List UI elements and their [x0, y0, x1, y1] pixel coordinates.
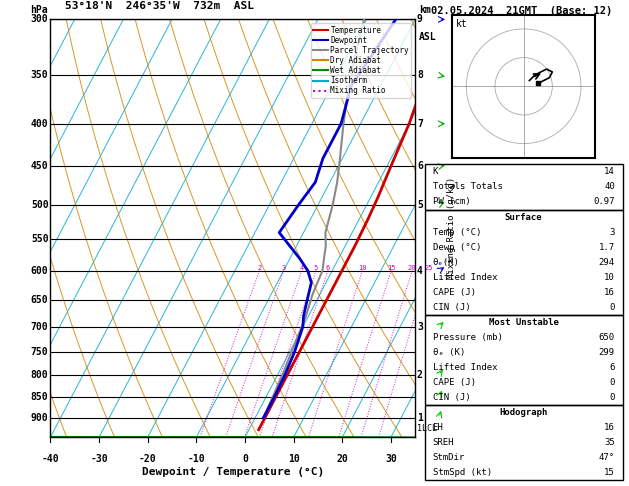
- Text: 0.97: 0.97: [593, 197, 615, 207]
- Text: 53°18'N  246°35'W  732m  ASL: 53°18'N 246°35'W 732m ASL: [65, 1, 254, 11]
- Text: 20: 20: [408, 265, 416, 271]
- Text: StmDir: StmDir: [433, 453, 465, 462]
- Text: 0: 0: [242, 454, 248, 464]
- Text: 700: 700: [31, 322, 48, 331]
- Text: 750: 750: [31, 347, 48, 357]
- Text: θₑ (K): θₑ (K): [433, 348, 465, 357]
- Text: -40: -40: [42, 454, 59, 464]
- Text: 800: 800: [31, 370, 48, 380]
- Text: hPa: hPa: [30, 5, 48, 15]
- Text: K: K: [433, 167, 438, 176]
- Text: 15: 15: [387, 265, 396, 271]
- Text: 20: 20: [337, 454, 348, 464]
- Text: 2: 2: [417, 370, 423, 380]
- Text: 7: 7: [417, 119, 423, 129]
- Bar: [425, 315, 623, 405]
- Text: 1.7: 1.7: [599, 243, 615, 252]
- Text: 10: 10: [604, 273, 615, 282]
- Text: 1LCL: 1LCL: [417, 424, 437, 433]
- Text: θₑ(K): θₑ(K): [433, 258, 459, 267]
- Text: Temp (°C): Temp (°C): [433, 227, 481, 237]
- Text: 4: 4: [417, 266, 423, 276]
- Bar: [425, 209, 623, 315]
- Text: 1: 1: [417, 413, 423, 423]
- Text: 6: 6: [326, 265, 330, 271]
- Text: Mixing Ratio (g/kg): Mixing Ratio (g/kg): [447, 177, 456, 279]
- Text: -30: -30: [90, 454, 108, 464]
- Text: 10: 10: [358, 265, 367, 271]
- Text: 4: 4: [299, 265, 304, 271]
- Text: Dewp (°C): Dewp (°C): [433, 243, 481, 252]
- Text: 15: 15: [604, 469, 615, 477]
- Text: 6: 6: [610, 363, 615, 372]
- Text: 650: 650: [599, 333, 615, 342]
- Text: 500: 500: [31, 200, 48, 209]
- Text: 10: 10: [287, 454, 299, 464]
- Bar: [425, 164, 623, 209]
- Text: 0: 0: [610, 393, 615, 402]
- Text: 300: 300: [31, 15, 48, 24]
- Text: StmSpd (kt): StmSpd (kt): [433, 469, 492, 477]
- Text: 3: 3: [417, 322, 423, 331]
- Text: Hodograph: Hodograph: [499, 408, 548, 417]
- Text: Totals Totals: Totals Totals: [433, 182, 503, 191]
- Text: 550: 550: [31, 234, 48, 244]
- Text: 2: 2: [257, 265, 262, 271]
- Text: 35: 35: [604, 438, 615, 447]
- Text: 900: 900: [31, 413, 48, 423]
- Text: 400: 400: [31, 119, 48, 129]
- Text: CAPE (J): CAPE (J): [433, 378, 476, 387]
- Text: CIN (J): CIN (J): [433, 393, 470, 402]
- Text: 5: 5: [314, 265, 318, 271]
- Text: -10: -10: [187, 454, 205, 464]
- Text: 6: 6: [417, 161, 423, 172]
- Text: 30: 30: [385, 454, 397, 464]
- Text: 299: 299: [599, 348, 615, 357]
- Text: 650: 650: [31, 295, 48, 305]
- Text: 350: 350: [31, 70, 48, 80]
- Text: 600: 600: [31, 266, 48, 276]
- Text: 8: 8: [417, 70, 423, 80]
- Text: 14: 14: [604, 167, 615, 176]
- Text: 9: 9: [417, 15, 423, 24]
- Text: 0: 0: [610, 378, 615, 387]
- Text: km: km: [419, 5, 430, 15]
- Text: 294: 294: [599, 258, 615, 267]
- Text: 0: 0: [610, 303, 615, 312]
- Text: EH: EH: [433, 423, 443, 432]
- Text: Most Unstable: Most Unstable: [489, 318, 559, 327]
- Text: SREH: SREH: [433, 438, 454, 447]
- Text: 450: 450: [31, 161, 48, 172]
- Text: Surface: Surface: [505, 212, 542, 222]
- Text: Lifted Index: Lifted Index: [433, 363, 497, 372]
- Text: ASL: ASL: [419, 32, 437, 42]
- Text: 16: 16: [604, 288, 615, 297]
- Text: Pressure (mb): Pressure (mb): [433, 333, 503, 342]
- Text: kt: kt: [456, 19, 468, 29]
- Text: 3: 3: [610, 227, 615, 237]
- Text: CIN (J): CIN (J): [433, 303, 470, 312]
- Text: 02.05.2024  21GMT  (Base: 12): 02.05.2024 21GMT (Base: 12): [431, 6, 612, 16]
- Text: 40: 40: [604, 182, 615, 191]
- Text: 25: 25: [425, 265, 433, 271]
- Legend: Temperature, Dewpoint, Parcel Trajectory, Dry Adiabat, Wet Adiabat, Isotherm, Mi: Temperature, Dewpoint, Parcel Trajectory…: [311, 23, 411, 98]
- Text: 5: 5: [417, 200, 423, 209]
- Text: 47°: 47°: [599, 453, 615, 462]
- Text: Lifted Index: Lifted Index: [433, 273, 497, 282]
- Text: -20: -20: [139, 454, 157, 464]
- Text: 16: 16: [604, 423, 615, 432]
- Bar: [425, 405, 623, 480]
- Text: 850: 850: [31, 392, 48, 402]
- Text: 3: 3: [282, 265, 286, 271]
- Text: CAPE (J): CAPE (J): [433, 288, 476, 297]
- Text: PW (cm): PW (cm): [433, 197, 470, 207]
- Text: Dewpoint / Temperature (°C): Dewpoint / Temperature (°C): [142, 467, 324, 477]
